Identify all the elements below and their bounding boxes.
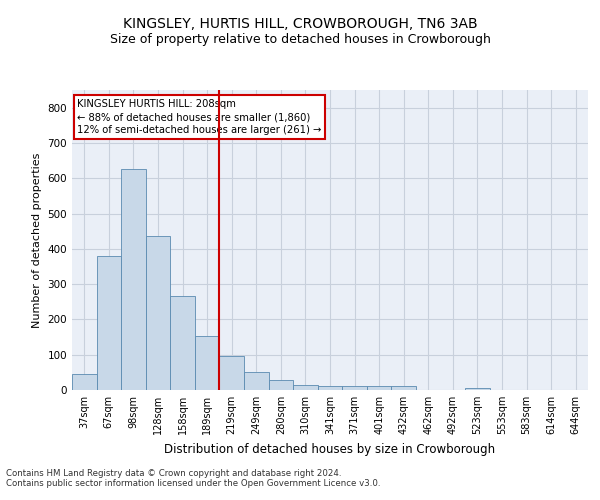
Bar xyxy=(269,380,293,390)
Text: KINGSLEY, HURTIS HILL, CROWBOROUGH, TN6 3AB: KINGSLEY, HURTIS HILL, CROWBOROUGH, TN6 … xyxy=(122,18,478,32)
Text: Contains public sector information licensed under the Open Government Licence v3: Contains public sector information licen… xyxy=(6,479,380,488)
Bar xyxy=(121,170,146,390)
Bar xyxy=(72,374,97,390)
Bar xyxy=(97,256,121,390)
Bar xyxy=(391,386,416,390)
Bar xyxy=(318,386,342,390)
Bar xyxy=(342,386,367,390)
Bar xyxy=(293,384,318,390)
Bar xyxy=(146,236,170,390)
Text: Size of property relative to detached houses in Crowborough: Size of property relative to detached ho… xyxy=(110,32,490,46)
Bar xyxy=(195,336,220,390)
X-axis label: Distribution of detached houses by size in Crowborough: Distribution of detached houses by size … xyxy=(164,442,496,456)
Bar xyxy=(170,296,195,390)
Bar xyxy=(244,372,269,390)
Bar xyxy=(220,356,244,390)
Y-axis label: Number of detached properties: Number of detached properties xyxy=(32,152,42,328)
Bar xyxy=(367,386,391,390)
Bar xyxy=(465,388,490,390)
Text: Contains HM Land Registry data © Crown copyright and database right 2024.: Contains HM Land Registry data © Crown c… xyxy=(6,469,341,478)
Text: KINGSLEY HURTIS HILL: 208sqm
← 88% of detached houses are smaller (1,860)
12% of: KINGSLEY HURTIS HILL: 208sqm ← 88% of de… xyxy=(77,99,322,136)
